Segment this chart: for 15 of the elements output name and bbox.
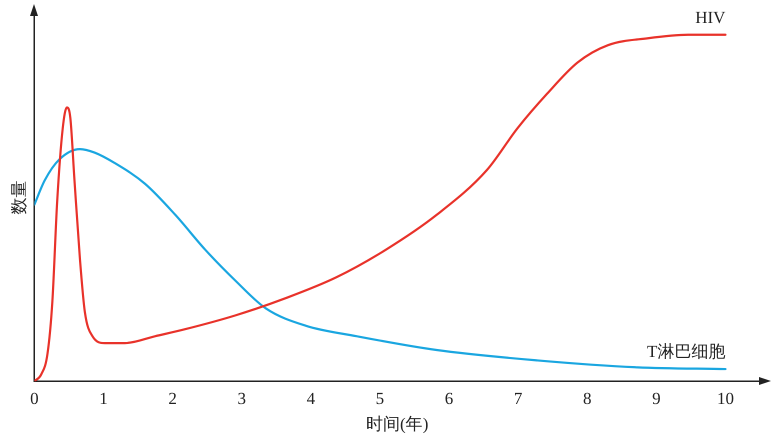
x-tick-label: 7 <box>514 388 523 408</box>
x-tick-label: 5 <box>376 388 384 408</box>
x-axis-title: 时间(年) <box>366 414 428 434</box>
x-tick-label: 8 <box>582 388 592 408</box>
series-label: HIV <box>695 8 726 27</box>
x-tick-label: 3 <box>237 388 246 408</box>
x-tick-label: 2 <box>168 388 177 408</box>
x-tick-label: 0 <box>30 388 39 408</box>
x-tick-label: 4 <box>306 388 316 408</box>
x-tick-label: 10 <box>716 388 734 408</box>
series-label: T淋巴细胞 <box>647 342 726 362</box>
y-axis-title: 数量 <box>10 180 29 215</box>
x-tick-label: 1 <box>99 388 108 408</box>
x-tick-label: 6 <box>444 388 454 408</box>
x-tick-label: 9 <box>652 388 661 408</box>
